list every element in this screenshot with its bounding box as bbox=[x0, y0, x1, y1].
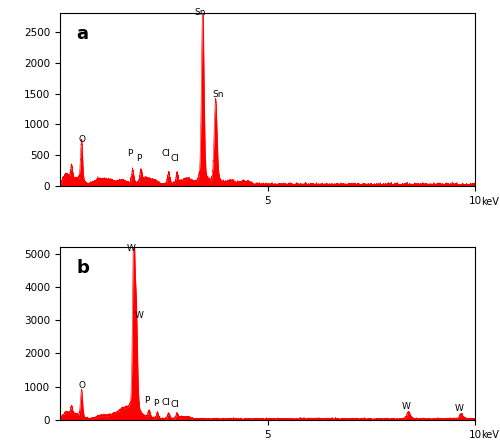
Text: Cl: Cl bbox=[171, 154, 180, 164]
Text: W: W bbox=[402, 402, 411, 411]
Text: keV: keV bbox=[481, 197, 499, 207]
Text: O: O bbox=[78, 381, 85, 390]
Text: Sn: Sn bbox=[212, 90, 224, 99]
Text: P: P bbox=[144, 396, 149, 405]
Text: Cl: Cl bbox=[162, 398, 170, 407]
Text: Sn: Sn bbox=[194, 8, 205, 17]
Text: Cl: Cl bbox=[162, 149, 170, 159]
Text: b: b bbox=[76, 259, 90, 277]
Text: Cl: Cl bbox=[171, 400, 180, 409]
Text: P: P bbox=[127, 149, 132, 159]
Text: P: P bbox=[136, 154, 141, 163]
Text: O: O bbox=[78, 135, 85, 144]
Text: a: a bbox=[76, 25, 88, 43]
Text: P: P bbox=[153, 399, 158, 408]
Text: W: W bbox=[127, 244, 136, 253]
Text: W: W bbox=[455, 404, 464, 413]
Text: keV: keV bbox=[481, 430, 499, 440]
Text: W: W bbox=[134, 311, 143, 320]
